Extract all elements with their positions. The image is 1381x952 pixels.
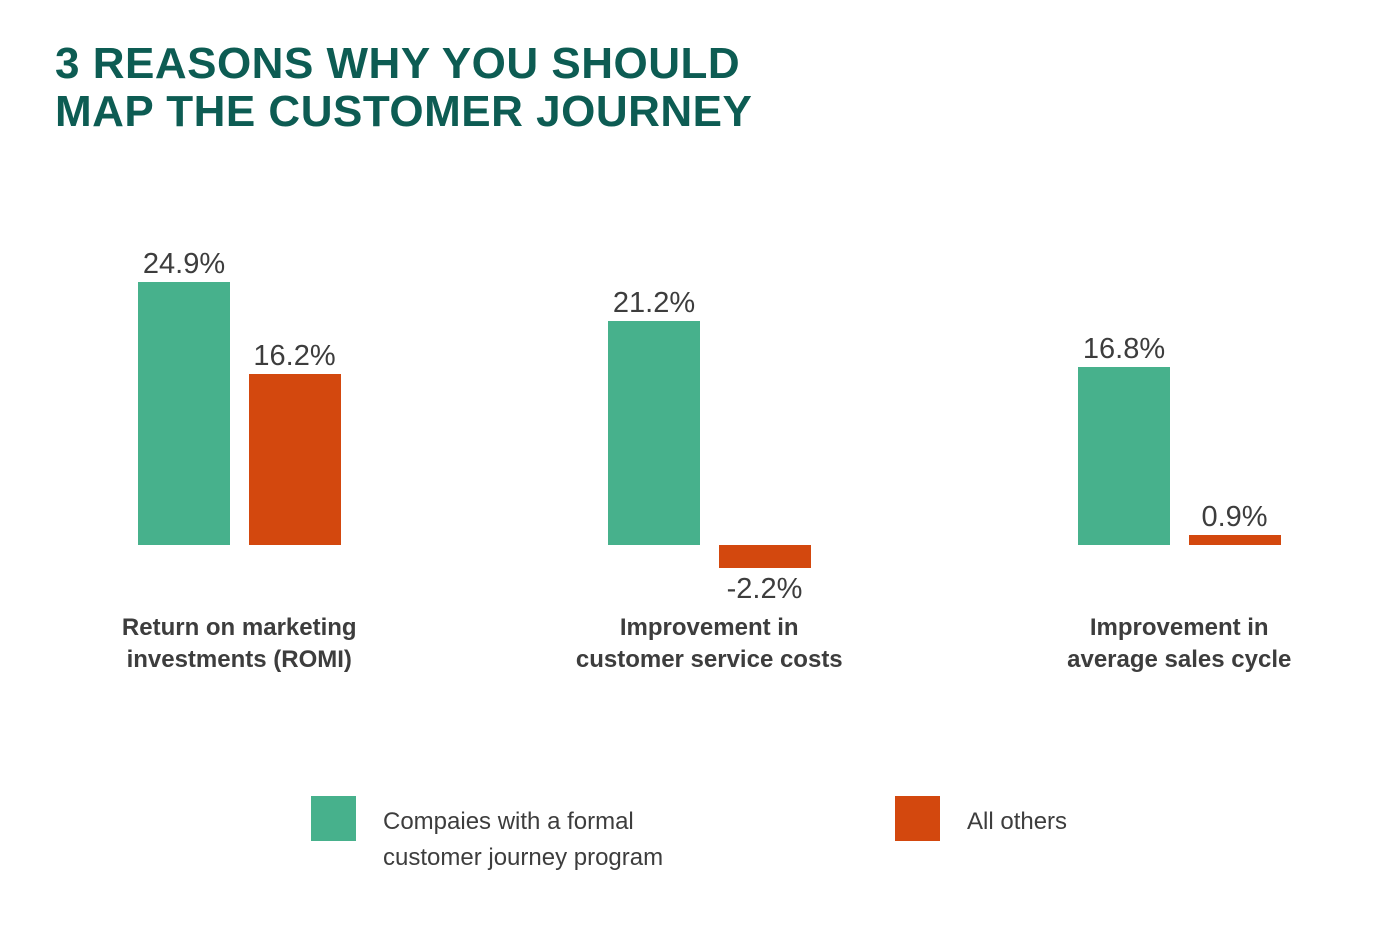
bar-company-program bbox=[138, 281, 230, 545]
category-label: Improvement in average sales cycle bbox=[1067, 614, 1292, 673]
bar-value-label: -2.2% bbox=[726, 573, 803, 606]
legend-swatch-all-others bbox=[895, 796, 940, 841]
bar-all-others bbox=[718, 545, 811, 569]
bar-value-label: 24.9% bbox=[142, 247, 226, 280]
category-label: Return on marketing investments (ROMI) bbox=[121, 614, 357, 673]
legend-label-company-program: Compaies with a formal customer journey … bbox=[383, 808, 664, 871]
bar-company-program bbox=[1078, 367, 1170, 545]
bar-all-others bbox=[1188, 535, 1281, 545]
legend-swatch-company-program bbox=[311, 796, 356, 841]
bar-company-program bbox=[608, 320, 700, 545]
bar-value-label: 21.2% bbox=[612, 286, 696, 319]
bar-all-others bbox=[248, 373, 341, 545]
legend-label-all-others: All others bbox=[967, 808, 1068, 835]
category-label: Improvement in customer service costs bbox=[575, 614, 843, 673]
bar-value-label: 0.9% bbox=[1201, 501, 1268, 534]
bar-value-label: 16.2% bbox=[253, 339, 336, 372]
bar-value-label: 16.8% bbox=[1082, 333, 1166, 366]
page-title: 3 REASONS WHY YOU SHOULD MAP THE CUSTOME… bbox=[55, 39, 753, 136]
